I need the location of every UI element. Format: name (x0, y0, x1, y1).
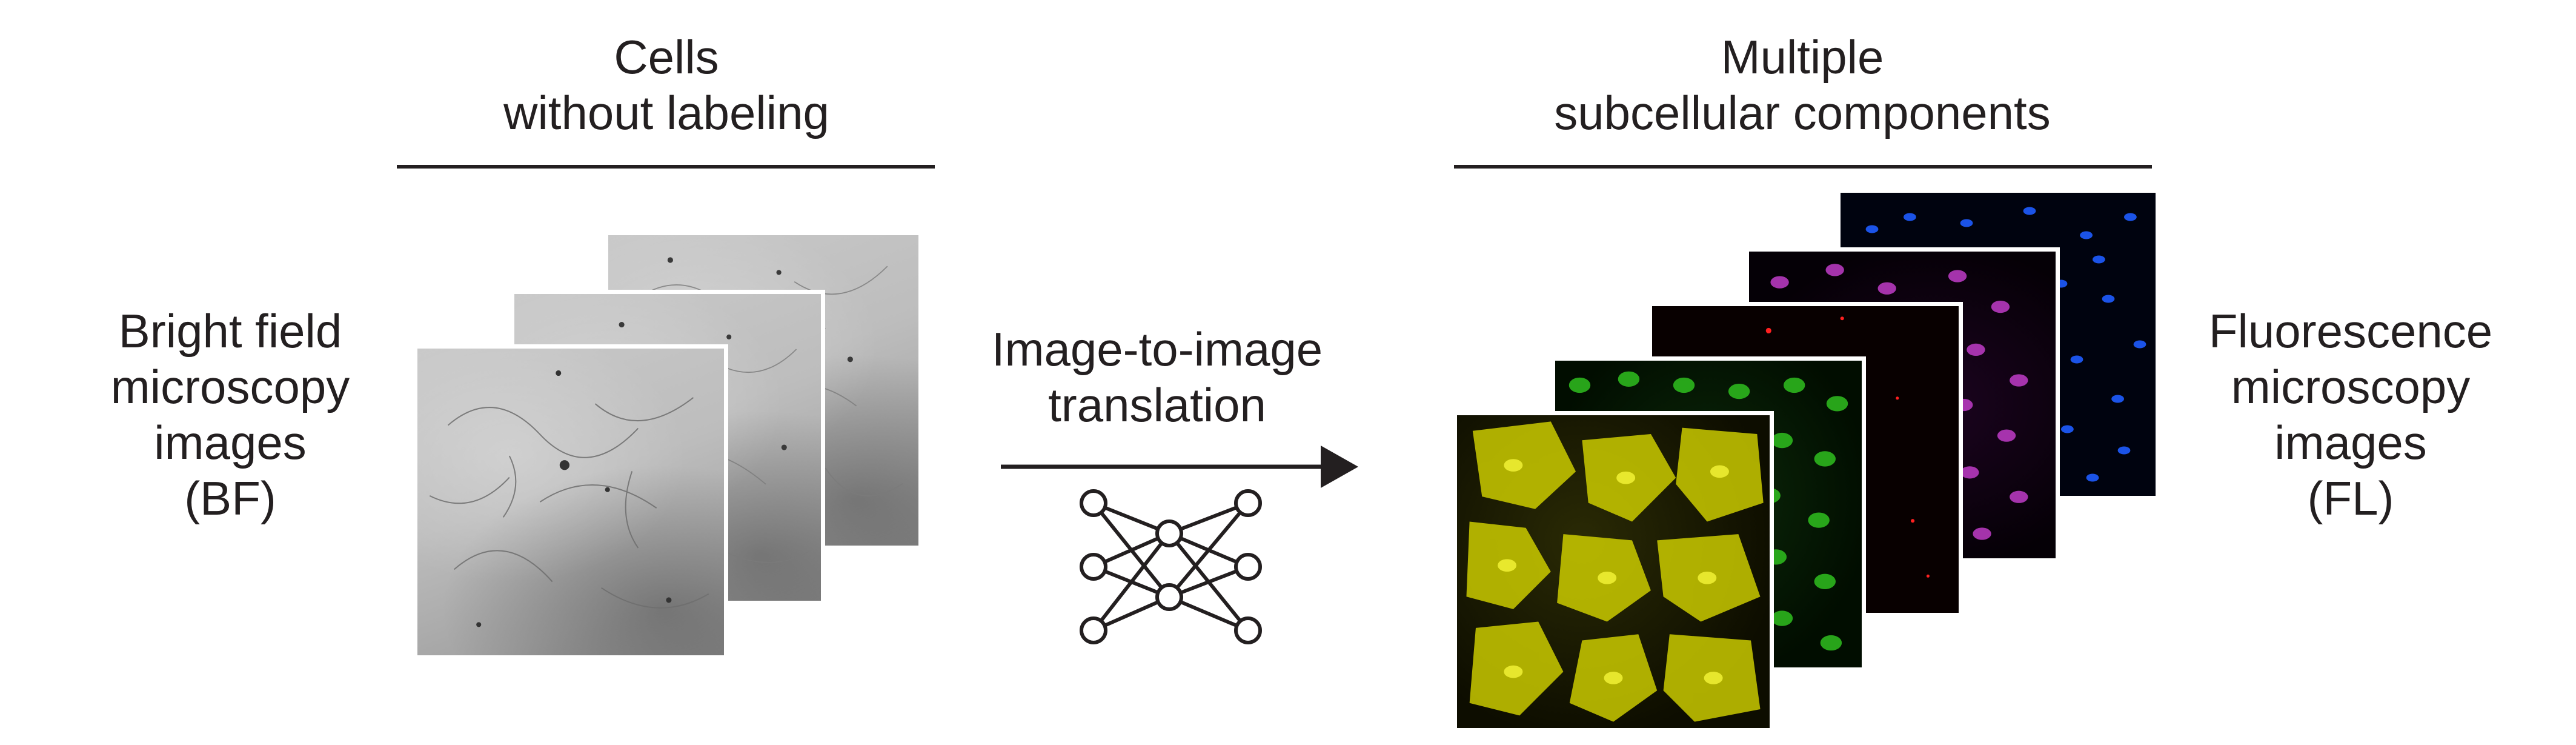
left-header: Cells without labeling (400, 29, 933, 141)
fl-image-yellow (1453, 411, 1774, 732)
right-header-line1: Multiple (1721, 30, 1884, 84)
right-arrow-icon (1001, 446, 1358, 488)
left-header-rule (397, 165, 935, 169)
right-label-line3: images (2274, 416, 2427, 470)
left-label-line2: microscopy (110, 360, 350, 414)
right-label-line2: microscopy (2231, 360, 2471, 414)
center-label-line1: Image-to-image (991, 322, 1323, 376)
bf-image-front (413, 344, 728, 660)
left-label-line4: (BF) (184, 472, 276, 526)
neural-network-icon (1075, 485, 1266, 646)
left-label-line1: Bright field (118, 304, 342, 358)
left-label: Bright field microscopy images (BF) (85, 303, 376, 526)
right-label-line4: (FL) (2307, 472, 2394, 526)
left-header-line1: Cells (614, 30, 719, 84)
center-label-line2: translation (1048, 378, 1266, 432)
left-header-line2: without labeling (503, 86, 829, 140)
center-label: Image-to-image translation (975, 321, 1339, 433)
left-label-line3: images (154, 416, 307, 470)
right-header-rule (1454, 165, 2152, 169)
right-label-line1: Fluorescence (2208, 304, 2493, 358)
right-header: Multiple subcellular components (1454, 29, 2151, 141)
right-label: Fluorescence microscopy images (FL) (2181, 303, 2520, 526)
right-header-line2: subcellular components (1554, 86, 2051, 140)
